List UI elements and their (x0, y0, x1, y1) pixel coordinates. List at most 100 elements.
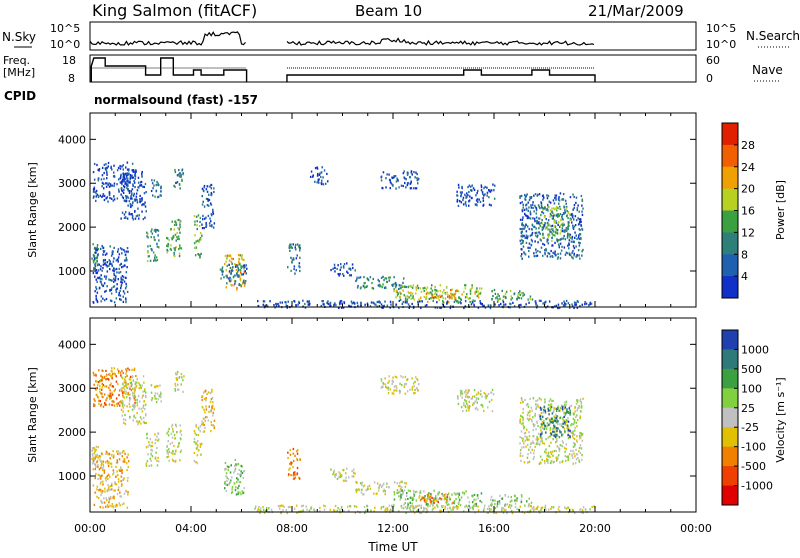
heatmap-cell (96, 386, 98, 389)
heatmap-cell (120, 388, 122, 391)
y-tick-label: 1000 (58, 265, 86, 278)
heatmap-cell (506, 503, 509, 506)
heatmap-cell (126, 405, 128, 408)
heatmap-cell (174, 233, 177, 236)
heatmap-cell (443, 495, 445, 498)
heatmap-cell (558, 505, 560, 508)
heatmap-cell (439, 284, 442, 287)
heatmap-cell (479, 300, 481, 303)
heatmap-cell (579, 451, 582, 455)
heatmap-cell (562, 409, 564, 412)
heatmap-cell (549, 398, 552, 401)
heatmap-cell (552, 207, 555, 210)
heatmap-cell (477, 505, 479, 508)
heatmap-cell (101, 462, 103, 465)
heatmap-cell (557, 427, 559, 430)
heatmap-cell (105, 385, 108, 388)
heatmap-cell (438, 298, 440, 302)
heatmap-cell (544, 504, 547, 507)
heatmap-cell (529, 446, 532, 449)
heatmap-cell (342, 306, 345, 309)
heatmap-cell (561, 217, 563, 220)
heatmap-cell (98, 276, 101, 279)
heatmap-cell (574, 443, 576, 446)
heatmap-cell (528, 227, 530, 231)
heatmap-cell (524, 214, 527, 217)
heatmap-cell (547, 252, 549, 255)
heatmap-cell (122, 196, 125, 200)
heatmap-cell (103, 497, 105, 500)
heatmap-cell (294, 272, 296, 275)
heatmap-cell (522, 294, 524, 297)
heatmap-cell (388, 276, 390, 279)
nsky-tick-low: 10^0 (50, 38, 80, 51)
heatmap-cell (564, 238, 567, 241)
heatmap-cell (545, 457, 548, 460)
heatmap-cell (156, 229, 158, 232)
heatmap-cell (407, 303, 410, 306)
heatmap-cell (139, 181, 142, 184)
heatmap-cell (537, 437, 540, 440)
heatmap-cell (201, 195, 203, 198)
heatmap-cell (125, 381, 127, 384)
heatmap-cell (521, 201, 523, 204)
heatmap-cell (108, 182, 110, 185)
heatmap-cell (416, 173, 418, 176)
heatmap-cell (199, 220, 201, 224)
heatmap-cell (520, 422, 523, 425)
heatmap-cell (105, 369, 107, 372)
heatmap-cell (395, 296, 397, 299)
heatmap-cell (174, 459, 177, 462)
heatmap-cell (131, 368, 133, 371)
heatmap-cell (243, 258, 245, 261)
heatmap-cell (209, 202, 212, 205)
heatmap-cell (126, 290, 129, 293)
heatmap-cell (361, 481, 364, 484)
heatmap-cell (106, 166, 108, 170)
heatmap-cell (134, 394, 136, 397)
heatmap-cell (574, 410, 576, 413)
heatmap-cell (557, 454, 560, 457)
heatmap-cell (441, 492, 443, 496)
heatmap-cell (426, 493, 429, 496)
heatmap-cell (116, 183, 118, 186)
heatmap-cell (230, 283, 232, 286)
heatmap-cell (98, 168, 101, 171)
heatmap-cell (107, 462, 109, 465)
heatmap-cell (323, 504, 325, 507)
heatmap-cell (117, 260, 119, 263)
heatmap-cell (115, 267, 118, 271)
heatmap-cell (467, 406, 469, 409)
heatmap-cell (538, 462, 541, 465)
heatmap-cell (553, 424, 555, 427)
heatmap-cell (122, 418, 125, 421)
heatmap-cell (157, 398, 159, 401)
heatmap-cell (411, 496, 414, 499)
heatmap-cell (171, 436, 174, 439)
heatmap-cell (359, 276, 362, 279)
heatmap-cell (457, 502, 460, 505)
heatmap-cell (527, 201, 529, 204)
heatmap-cell (201, 420, 203, 423)
heatmap-cell (430, 287, 432, 290)
heatmap-cell (563, 427, 566, 430)
heatmap-cell (92, 468, 94, 471)
heatmap-cell (500, 302, 502, 306)
heatmap-cell (124, 173, 126, 176)
heatmap-cell (106, 171, 108, 174)
heatmap-cell (263, 300, 266, 303)
heatmap-cell (449, 506, 451, 509)
heatmap-cell (556, 430, 558, 433)
heatmap-cell (372, 287, 375, 290)
heatmap-cell (544, 462, 546, 465)
heatmap-cell (482, 192, 484, 196)
heatmap-cell (542, 302, 544, 305)
heatmap-cell (144, 201, 146, 204)
heatmap-cell (316, 167, 319, 170)
heatmap-cell (538, 227, 540, 230)
heatmap-cell (572, 445, 575, 448)
freq-label-line1: Freq. (3, 54, 30, 67)
heatmap-cell (468, 389, 470, 392)
heatmap-cell (535, 227, 537, 230)
heatmap-cell (119, 177, 121, 180)
